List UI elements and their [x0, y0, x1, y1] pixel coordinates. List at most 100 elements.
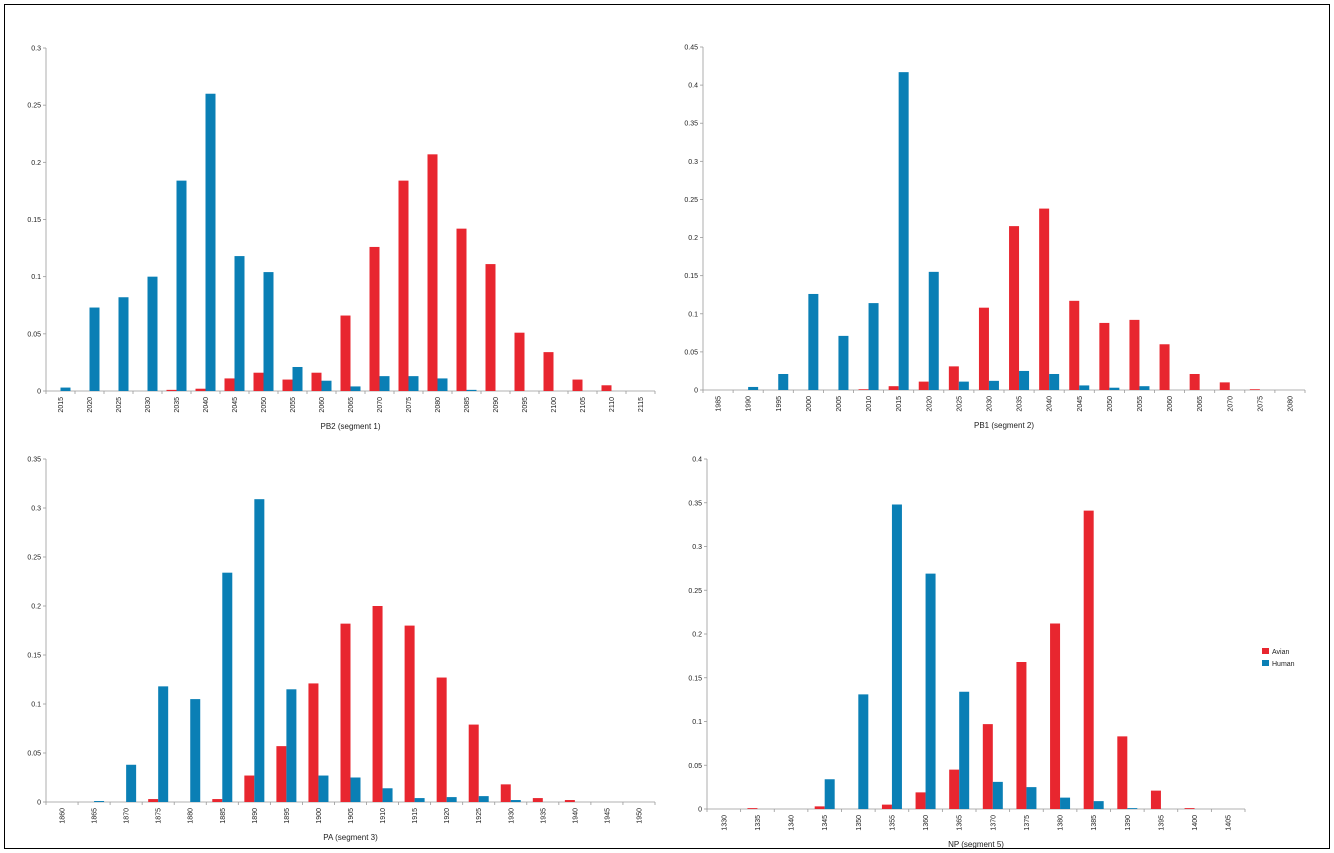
x-tick-label: 2005 — [836, 396, 843, 412]
bar-human — [1060, 797, 1071, 809]
chart-4: 0 0.05 0.1 0.15 0.2 0.25 0.3 0.35 0.4 1330 1335 134… — [688, 457, 1246, 849]
bar-human — [60, 387, 71, 391]
bar-avian — [195, 388, 206, 391]
bar-human — [1093, 801, 1104, 809]
bar-human — [838, 335, 849, 390]
y-tick-label: 0.05 — [684, 349, 698, 356]
bar-human — [959, 691, 970, 809]
x-tick-label: 1880 — [188, 808, 195, 824]
x-tick-label: 1360 — [923, 815, 930, 831]
x-tick-label: 1940 — [572, 808, 579, 824]
x-tick-label: 2025 — [116, 397, 123, 413]
y-tick-label: 0.05 — [688, 763, 702, 770]
bar-human — [1079, 385, 1090, 390]
bar-avian — [888, 386, 899, 390]
bar-human — [958, 381, 969, 390]
x-tick-label: 1925 — [476, 808, 483, 824]
bar-avian — [1129, 319, 1140, 390]
bar-avian — [1159, 344, 1170, 390]
x-axis-title: PA (segment 3) — [323, 833, 378, 842]
bar-avian — [564, 800, 575, 802]
bar-avian — [311, 372, 322, 391]
bar-human — [234, 256, 245, 391]
x-tick-label: 2045 — [232, 397, 239, 413]
bar-avian — [282, 379, 293, 391]
y-tick-label: 0.05 — [27, 331, 41, 338]
y-tick-label: 0.2 — [31, 160, 41, 167]
chart-3: 0 0.05 0.1 0.15 0.2 0.25 0.3 0.35 1860 1865 1870 18… — [27, 457, 656, 842]
bar-avian — [372, 606, 383, 802]
bar-avian — [436, 677, 447, 802]
bar-avian — [253, 372, 264, 391]
x-tick-label: 2030 — [986, 396, 993, 412]
bar-avian — [1050, 623, 1061, 809]
x-tick-label: 2065 — [1197, 396, 1204, 412]
bar-avian — [1184, 808, 1195, 809]
bar-avian — [1150, 790, 1161, 809]
bar-avian — [244, 775, 255, 802]
bar-avian — [404, 625, 415, 802]
x-tick-label: 1935 — [540, 808, 547, 824]
x-tick-label: 2080 — [1287, 396, 1294, 412]
x-tick-label: 1860 — [60, 808, 67, 824]
bar-human — [254, 499, 265, 802]
bar-human — [1109, 387, 1120, 390]
bar-avian — [1016, 662, 1027, 809]
bar-human — [382, 788, 393, 802]
bar-avian — [1099, 322, 1110, 390]
bar-human — [1026, 787, 1037, 809]
x-tick-label: 1885 — [220, 808, 227, 824]
x-tick-label: 2010 — [866, 396, 873, 412]
bar-human — [1127, 808, 1138, 809]
bar-human — [292, 366, 303, 391]
x-tick-label: 1370 — [990, 815, 997, 831]
x-axis-title: PB1 (segment 2) — [974, 421, 1034, 430]
x-tick-label: 2065 — [348, 397, 355, 413]
bar-avian — [276, 746, 287, 802]
y-tick-label: 0 — [698, 807, 702, 814]
x-tick-label: 1355 — [889, 815, 896, 831]
bar-human — [988, 380, 999, 390]
y-tick-label: 0.15 — [27, 217, 41, 224]
y-tick-label: 0.15 — [688, 675, 702, 682]
y-tick-label: 0.1 — [31, 702, 41, 709]
bar-human — [147, 276, 158, 391]
y-tick-label: 0.15 — [27, 653, 41, 660]
x-tick-label: 2075 — [406, 397, 413, 413]
bar-avian — [456, 228, 467, 391]
bar-avian — [1249, 389, 1260, 390]
bar-avian — [572, 379, 583, 391]
bar-human — [992, 781, 1003, 809]
y-tick-label: 0.1 — [688, 311, 698, 318]
bar-avian — [1219, 382, 1230, 390]
legend-label-human: Human — [1272, 661, 1295, 668]
bar-human — [898, 72, 909, 391]
y-tick-label: 0 — [694, 388, 698, 395]
bar-avian — [1009, 226, 1020, 390]
bar-avian — [1117, 736, 1128, 809]
y-tick-label: 0.2 — [31, 604, 41, 611]
bar-human — [1139, 386, 1150, 390]
bar-avian — [949, 769, 960, 809]
bar-human — [321, 380, 332, 391]
bar-avian — [500, 784, 511, 802]
x-tick-label: 2040 — [1047, 396, 1054, 412]
x-tick-label: 1865 — [92, 808, 99, 824]
y-tick-label: 0.35 — [684, 121, 698, 128]
bar-human — [510, 800, 521, 802]
figure-frame — [4, 4, 1330, 849]
bar-human — [379, 376, 390, 391]
x-tick-label: 2030 — [145, 397, 152, 413]
bar-avian — [814, 806, 825, 809]
x-tick-label: 2060 — [319, 397, 326, 413]
x-tick-label: 2015 — [58, 397, 65, 413]
y-tick-label: 0.35 — [688, 500, 702, 507]
bar-avian — [978, 307, 989, 390]
x-tick-label: 1905 — [348, 808, 355, 824]
bar-human — [748, 386, 759, 390]
y-tick-label: 0.25 — [688, 588, 702, 595]
bar-human — [808, 293, 819, 390]
x-tick-label: 2000 — [806, 396, 813, 412]
x-tick-label: 2040 — [203, 397, 210, 413]
x-tick-label: 2045 — [1077, 396, 1084, 412]
